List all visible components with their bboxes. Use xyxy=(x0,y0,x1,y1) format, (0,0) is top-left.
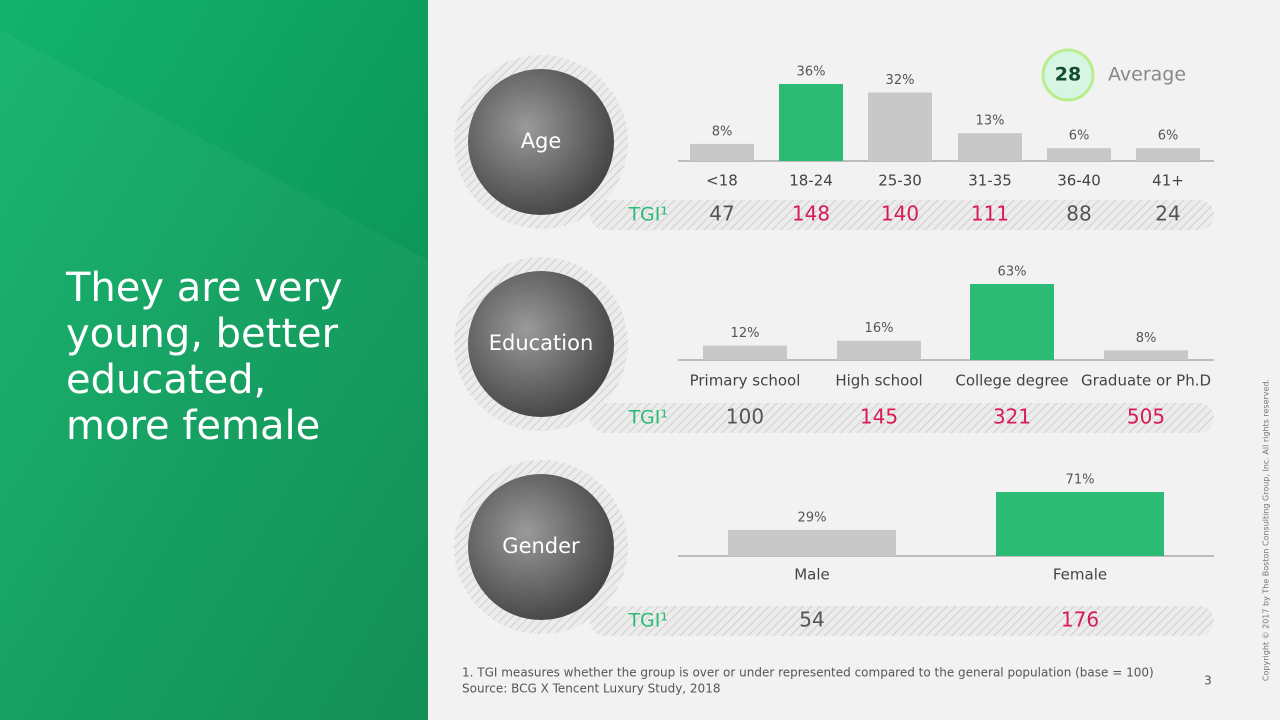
tgi-band xyxy=(590,403,1214,433)
average-value: 28 xyxy=(1055,64,1081,86)
bar xyxy=(703,345,787,360)
bar xyxy=(837,340,921,360)
tgi-band xyxy=(590,606,1214,636)
x-tick-label: Graduate or Ph.D xyxy=(1081,372,1211,390)
value-label: 8% xyxy=(1136,331,1157,346)
bar xyxy=(868,92,932,161)
value-label: 71% xyxy=(1066,473,1095,488)
panel-shade xyxy=(0,30,428,720)
headline: more female xyxy=(66,403,320,449)
value-label: 6% xyxy=(1069,129,1090,144)
value-label: 32% xyxy=(886,73,915,88)
x-tick-label: <18 xyxy=(706,172,738,190)
headline: They are very xyxy=(65,265,343,311)
headline: educated, xyxy=(66,357,266,403)
value-label: 16% xyxy=(865,321,894,336)
x-tick-label: College degree xyxy=(955,372,1068,390)
value-label: 12% xyxy=(731,326,760,341)
bar xyxy=(970,284,1054,360)
photo xyxy=(468,271,614,417)
value-label: 36% xyxy=(797,65,826,80)
copyright: Copyright © 2017 by The Boston Consultin… xyxy=(1262,379,1271,681)
tgi-label: TGI¹ xyxy=(627,610,668,632)
tgi-value: 148 xyxy=(792,202,830,226)
photo xyxy=(468,474,614,620)
x-tick-label: Male xyxy=(794,566,830,584)
page-number: 3 xyxy=(1204,674,1212,688)
tgi-value: 100 xyxy=(726,405,764,429)
x-tick-label: 36-40 xyxy=(1057,172,1101,190)
average-label: Average xyxy=(1108,64,1186,86)
bar xyxy=(996,492,1164,556)
tgi-band xyxy=(590,200,1214,230)
bar xyxy=(1047,148,1111,161)
average-badge xyxy=(1041,48,1095,102)
x-tick-label: Female xyxy=(1053,566,1107,584)
x-tick-label: High school xyxy=(835,372,922,390)
bar xyxy=(779,84,843,161)
bar xyxy=(1104,350,1188,360)
source: Source: BCG X Tencent Luxury Study, 2018 xyxy=(462,682,720,696)
headline: young, better xyxy=(66,311,339,357)
value-label: 8% xyxy=(712,124,733,139)
bar xyxy=(958,133,1022,161)
tgi-value: 88 xyxy=(1066,202,1091,226)
chart-title: Education xyxy=(489,331,594,355)
bar xyxy=(1136,148,1200,161)
x-tick-label: 31-35 xyxy=(968,172,1012,190)
value-label: 29% xyxy=(798,510,827,525)
left-panel xyxy=(0,0,428,720)
chart-title: Age xyxy=(521,129,562,153)
tgi-value: 321 xyxy=(993,405,1031,429)
x-tick-label: 18-24 xyxy=(789,172,833,190)
tgi-value: 54 xyxy=(799,608,824,632)
x-tick-label: Primary school xyxy=(690,372,801,390)
bar xyxy=(728,529,896,556)
tgi-label: TGI¹ xyxy=(627,204,668,226)
x-tick-label: 25-30 xyxy=(878,172,922,190)
tgi-value: 111 xyxy=(971,202,1009,226)
value-label: 13% xyxy=(976,114,1005,129)
value-label: 63% xyxy=(998,265,1027,280)
tgi-value: 24 xyxy=(1155,202,1180,226)
photo xyxy=(468,69,614,215)
bar xyxy=(690,143,754,161)
tgi-value: 140 xyxy=(881,202,919,226)
tgi-value: 176 xyxy=(1061,608,1099,632)
x-tick-label: 41+ xyxy=(1152,172,1184,190)
tgi-value: 145 xyxy=(860,405,898,429)
tgi-value: 505 xyxy=(1127,405,1165,429)
chart-title: Gender xyxy=(502,534,580,558)
footnote: 1. TGI measures whether the group is ove… xyxy=(462,666,1154,680)
tgi-label: TGI¹ xyxy=(627,407,668,429)
value-label: 6% xyxy=(1158,129,1179,144)
tgi-value: 47 xyxy=(709,202,734,226)
